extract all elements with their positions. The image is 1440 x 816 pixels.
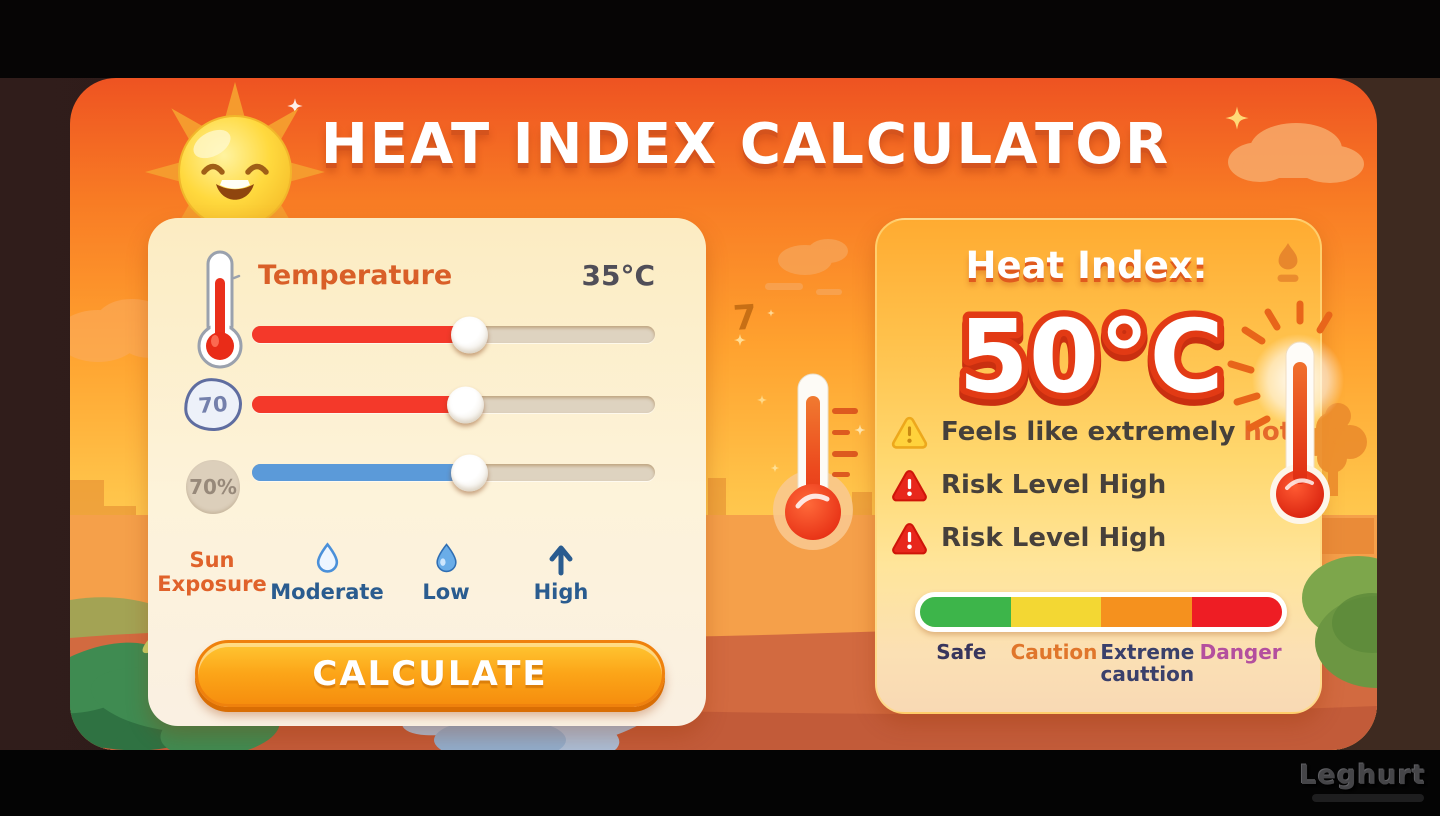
scale-label-danger: Danger [1199, 640, 1282, 664]
scale-label-caution: Caution [1010, 640, 1098, 664]
svg-text:50°C: 50°C [958, 298, 1223, 416]
sun-exposure-badge-icon: 70% [186, 460, 240, 514]
temperature-slider-knob[interactable] [450, 316, 488, 353]
result-panel: Heat Index: 50°C 50°C Feels like extreme… [875, 218, 1322, 714]
thermometer-icon [197, 250, 243, 369]
heat-index-app-card: 7 HEAT INDEX CALCULATOR [70, 78, 1377, 750]
decor-seven: 7 [732, 297, 758, 339]
watermark-subline [1312, 794, 1424, 802]
building-silhouette-right [1322, 518, 1374, 554]
arrow-up-icon [501, 536, 621, 576]
humidity-slider-fill [252, 386, 484, 423]
humidity-badge-value: 70 [197, 391, 229, 418]
risk-scale: Safe Caution Extreme cauttion Danger [915, 592, 1287, 685]
alert-text: Risk Level High [941, 470, 1167, 500]
legend-high: High [501, 536, 621, 604]
alert-row-feels-like: Feels like extremely hot [891, 410, 1310, 454]
legend-sun-exposure-label: Sun Exposure [157, 548, 267, 597]
temperature-value: 35°C [581, 259, 655, 292]
watermark: Leghurt [1299, 760, 1426, 802]
flame-icon [1277, 243, 1299, 282]
top-letterbox-bar [0, 0, 1440, 78]
watermark-text: Leghurt [1299, 760, 1426, 791]
temperature-slider[interactable] [252, 316, 655, 353]
scale-label-safe: Safe [936, 640, 987, 664]
thermometer-center-illustration [773, 373, 858, 550]
legend-moderate: Moderate [267, 536, 387, 604]
warning-triangle-red-icon [892, 469, 927, 501]
legend-moderate-label: Moderate [270, 580, 384, 604]
heat-index-heading: Heat Index: [965, 244, 1208, 287]
svg-text:50°C: 50°C [958, 304, 1223, 422]
alert-text: Feels like extremely hot [941, 417, 1293, 447]
temperature-slider-fill [252, 316, 488, 353]
sun-exposure-slider-knob[interactable] [450, 454, 488, 491]
legend-high-label: High [533, 580, 589, 604]
alert-row-risk-1: Risk Level High [891, 463, 1310, 507]
cloud-small-center [765, 239, 848, 295]
heat-index-value: 50°C 50°C [951, 291, 1230, 426]
humidity-badge-icon: 70 [182, 376, 244, 433]
temperature-label: Temperature [258, 260, 453, 291]
water-drop-icon [386, 536, 506, 576]
scale-label-extreme-caution: Extreme cauttion [1100, 640, 1195, 686]
legend-low: Low [386, 536, 506, 604]
bottom-letterbox-bar: Leghurt [0, 750, 1440, 816]
sun-exposure-slider-fill [252, 454, 488, 491]
scale-segment-extreme-caution [1101, 597, 1192, 627]
humidity-slider[interactable] [252, 386, 655, 423]
alert-row-risk-2: Risk Level High [891, 516, 1310, 560]
humidity-slider-knob[interactable] [446, 386, 484, 423]
risk-scale-bar [915, 592, 1287, 632]
sun-exposure-slider[interactable] [252, 454, 655, 491]
scale-segment-safe [920, 597, 1011, 627]
page-title: HEAT INDEX CALCULATOR [320, 112, 1171, 177]
alert-text: Risk Level High [941, 523, 1167, 553]
warning-triangle-yellow-icon [891, 416, 928, 449]
alert-highlight: hot [1243, 417, 1293, 447]
scale-segment-caution [1010, 597, 1101, 627]
legend-sun-exposure: Sun Exposure [152, 548, 272, 596]
legend-low-label: Low [422, 580, 470, 604]
sun-exposure-badge-value: 70% [189, 475, 237, 499]
water-drop-outline-icon [267, 536, 387, 576]
input-panel: Temperature 35°C 70 70% Sun Exposure [148, 218, 706, 726]
warning-triangle-red-icon [892, 522, 927, 554]
calculate-button[interactable]: CALCULATE [195, 640, 665, 707]
risk-scale-labels: Safe Caution Extreme cauttion Danger [915, 641, 1287, 685]
alerts-list: Feels like extremely hot Risk Level High … [891, 410, 1310, 569]
scale-segment-danger [1191, 597, 1282, 627]
